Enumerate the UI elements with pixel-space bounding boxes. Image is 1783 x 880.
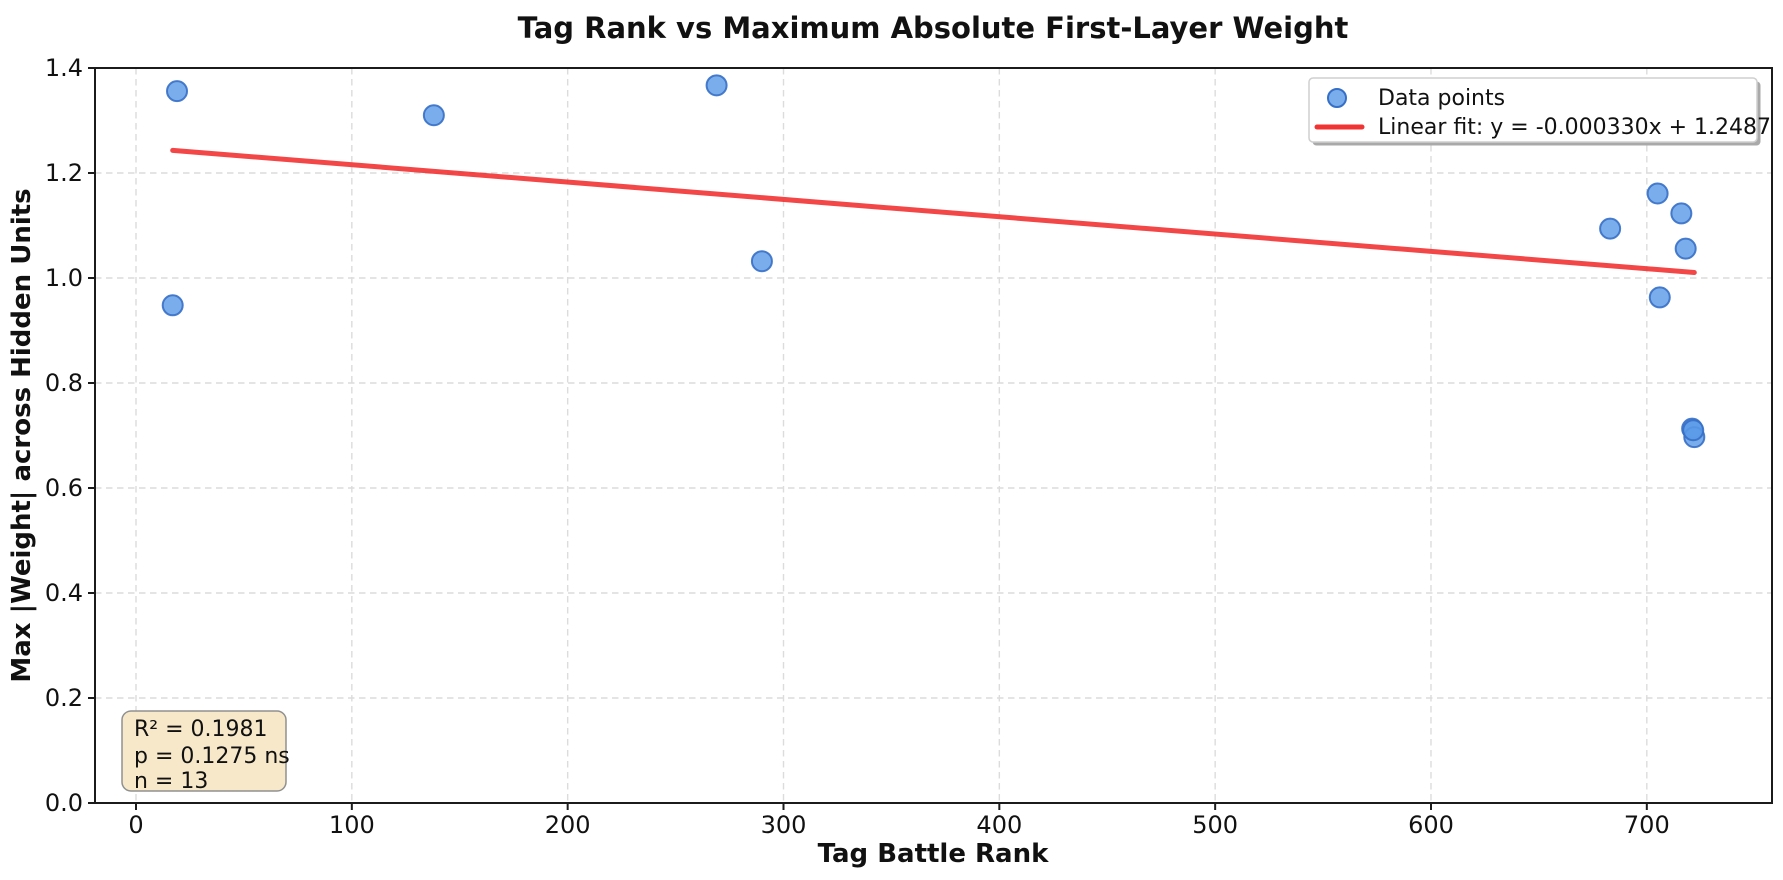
- x-tick-label: 0: [128, 811, 143, 839]
- x-tick-label: 500: [1192, 811, 1238, 839]
- data-point: [166, 80, 189, 103]
- fit-line: [170, 147, 1697, 276]
- x-axis-label: Tag Battle Rank: [818, 839, 1049, 869]
- legend-label-data-points: Data points: [1378, 86, 1505, 111]
- x-tick-label: 200: [545, 811, 591, 839]
- data-point: [1674, 237, 1697, 260]
- gridlines: [95, 67, 1772, 804]
- y-tick-label: 0.2: [45, 684, 83, 712]
- legend-point-marker-icon: [1327, 88, 1347, 108]
- x-tick-label: 400: [976, 811, 1022, 839]
- data-point: [161, 294, 184, 317]
- y-tick-label: 0.4: [45, 579, 83, 607]
- x-tick-label: 300: [761, 811, 807, 839]
- data-point: [1599, 217, 1622, 240]
- y-tick-label: 1.4: [45, 54, 83, 82]
- data-point: [1682, 419, 1705, 442]
- stat-n: n = 13: [134, 769, 208, 794]
- stat-p-value: p = 0.1275 ns: [134, 744, 290, 769]
- data-point: [1648, 286, 1671, 309]
- y-tick-label: 1.2: [45, 159, 83, 187]
- legend-label-linear-fit: Linear fit: y = -0.000330x + 1.2487: [1378, 115, 1771, 140]
- axes-spines: [94, 67, 1773, 804]
- tick-marks: [88, 67, 1648, 810]
- y-axis-label: Max |Weight| across Hidden Units: [7, 188, 37, 682]
- legend: Data points Linear fit: y = -0.000330x +…: [1308, 77, 1771, 146]
- data-points: [161, 74, 1706, 449]
- y-tick-label: 0.6: [45, 474, 83, 502]
- data-point: [705, 74, 728, 97]
- x-tick-label: 100: [329, 811, 375, 839]
- y-tick-label: 0.8: [45, 369, 83, 397]
- stats-annotation: R² = 0.1981 p = 0.1275 ns n = 13: [121, 710, 290, 794]
- data-point: [422, 104, 445, 127]
- data-point: [1646, 182, 1669, 205]
- y-tick-label: 1.0: [45, 264, 83, 292]
- x-tick-label: 600: [1408, 811, 1454, 839]
- data-point: [750, 250, 773, 273]
- legend-box: [1308, 77, 1758, 143]
- stats-annotation-box: [121, 710, 287, 792]
- stat-r-squared: R² = 0.1981: [134, 717, 268, 742]
- data-point: [1670, 202, 1693, 225]
- y-tick-label: 0.0: [45, 789, 83, 817]
- x-tick-label: 700: [1624, 811, 1670, 839]
- tick-labels: 0 100 200 300 400 500 600 700 0.0 0.2 0.4 0.6 0.8 1.0…: [45, 54, 1670, 839]
- chart-title: Tag Rank vs Maximum Absolute First-Layer…: [518, 11, 1349, 45]
